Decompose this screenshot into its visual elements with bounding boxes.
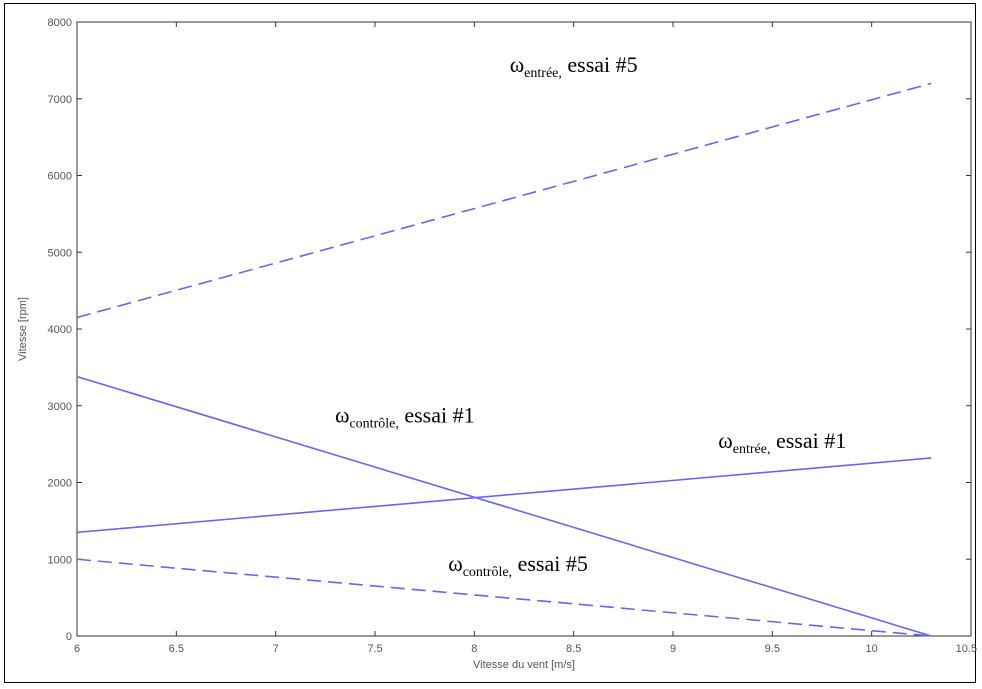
omega-symbol: ω bbox=[510, 52, 524, 77]
annotation-subscript: contrôle, bbox=[349, 417, 398, 432]
x-tick-label: 7.5 bbox=[367, 643, 382, 655]
annotation-4: ωcontrôle, essai #5 bbox=[448, 551, 588, 580]
x-tick-label: 9.5 bbox=[765, 643, 780, 655]
annotation-text: essai #1 bbox=[399, 403, 475, 428]
series-line-4 bbox=[76, 558, 932, 637]
y-tick-label: 3000 bbox=[48, 401, 72, 413]
x-tick-label: 6 bbox=[74, 643, 80, 655]
plot-area bbox=[76, 21, 972, 637]
annotation-text: essai #5 bbox=[562, 52, 638, 77]
series-line-3 bbox=[76, 457, 932, 534]
y-tick-label: 8000 bbox=[48, 17, 72, 29]
series-line-2 bbox=[76, 375, 932, 637]
x-tick-label: 8 bbox=[471, 643, 477, 655]
omega-symbol: ω bbox=[718, 428, 732, 453]
x-axis: 6 6.5 7 7.5 8 8.5 9 9.5 10 10.5 bbox=[74, 22, 977, 655]
y-axis: 0 1000 2000 3000 4000 5000 6000 7000 8000 bbox=[48, 17, 971, 643]
x-tick-label: 10.5 bbox=[956, 643, 977, 655]
y-axis-label: Vitesse [rpm] bbox=[17, 297, 29, 361]
annotation-subscript: entrée, bbox=[733, 442, 771, 457]
y-tick-label: 1000 bbox=[48, 554, 72, 566]
annotation-2: ωcontrôle, essai #1 bbox=[335, 403, 475, 432]
annotation-subscript: entrée, bbox=[524, 66, 562, 81]
annotation-text: essai #5 bbox=[512, 551, 588, 576]
series-lines bbox=[76, 82, 932, 637]
annotation-subscript: contrôle, bbox=[463, 565, 512, 580]
y-tick-label: 2000 bbox=[48, 478, 72, 490]
x-tick-label: 10 bbox=[866, 643, 878, 655]
annotation-text: essai #1 bbox=[770, 428, 846, 453]
x-tick-label: 6.5 bbox=[169, 643, 184, 655]
series-line-1 bbox=[76, 82, 932, 319]
omega-symbol: ω bbox=[448, 551, 462, 576]
annotation-3: ωentrée, essai #1 bbox=[718, 428, 846, 457]
x-tick-label: 9 bbox=[670, 643, 676, 655]
x-tick-label: 8.5 bbox=[566, 643, 581, 655]
y-tick-label: 4000 bbox=[48, 324, 72, 336]
x-axis-label: Vitesse du vent [m/s] bbox=[473, 659, 575, 671]
annotation-1: ωentrée, essai #5 bbox=[510, 52, 638, 81]
y-tick-label: 0 bbox=[66, 631, 72, 643]
y-tick-label: 5000 bbox=[48, 247, 72, 259]
y-tick-label: 7000 bbox=[48, 94, 72, 106]
omega-symbol: ω bbox=[335, 403, 349, 428]
x-tick-label: 7 bbox=[273, 643, 279, 655]
y-tick-label: 6000 bbox=[48, 171, 72, 183]
